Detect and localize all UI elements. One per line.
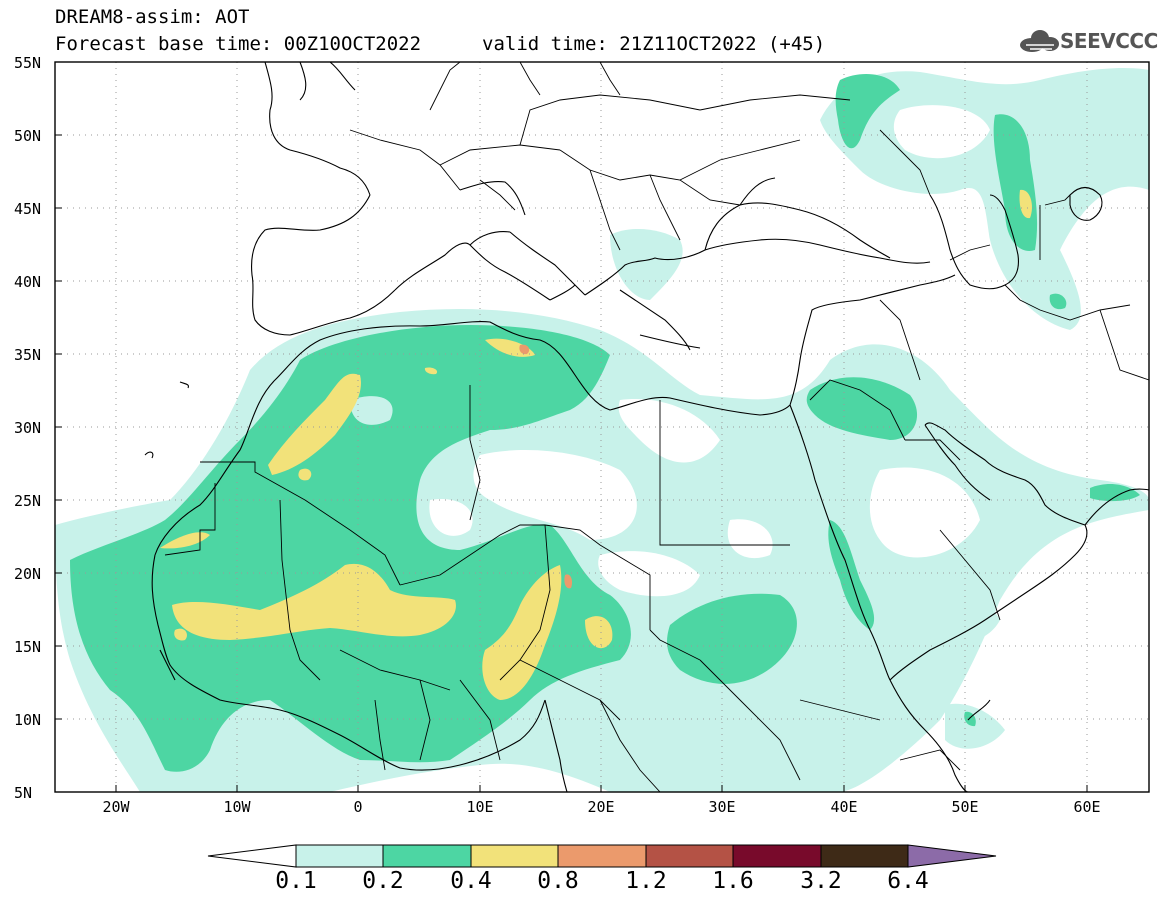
lon-label: 30E (708, 798, 736, 816)
colorbar-label: 0.4 (450, 868, 492, 894)
logo-text: SEEVCCC (1060, 29, 1158, 53)
lat-label: 30N (14, 419, 42, 437)
lat-label: 45N (14, 200, 42, 218)
colorbar-label: 0.8 (537, 868, 579, 894)
colorbar-label: 1.2 (625, 868, 667, 894)
aot-level-0.8 (519, 344, 573, 589)
aot-level-0.4 (160, 189, 1032, 700)
base-time: Forecast base time: 00Z10OCT2022 (55, 33, 422, 55)
colorbar-label: 6.4 (887, 868, 929, 894)
aot-holes (429, 105, 990, 597)
lat-label: 5N (14, 784, 33, 802)
coastlines (144, 62, 1149, 792)
colorbar-segment-1.6 (732, 844, 822, 868)
graticule (55, 62, 1149, 792)
lon-label: 50E (951, 798, 979, 816)
lon-label: 60E (1073, 798, 1101, 816)
lon-label: 40E (830, 798, 858, 816)
lat-label: 15N (14, 638, 42, 656)
colorbar-segment-above (907, 844, 997, 868)
lat-label: 55N (14, 54, 42, 72)
colorbar-label: 3.2 (800, 868, 842, 894)
lon-label: 0 (353, 798, 363, 816)
colorbar-label: 0.1 (275, 868, 317, 894)
colorbar-segment-3.2 (820, 844, 909, 868)
lat-label: 35N (14, 346, 42, 364)
colorbar-label: 0.2 (362, 868, 404, 894)
colorbar-segment-below (207, 844, 297, 868)
model-title: DREAM8-assim: AOT (55, 6, 250, 28)
borders (164, 62, 1149, 792)
lat-label: 50N (14, 127, 42, 145)
lon-label: 10E (466, 798, 494, 816)
colorbar-segment-0.1 (295, 844, 384, 868)
axis-ticks (55, 61, 1088, 793)
lon-label: 10W (223, 798, 251, 816)
colorbar-segment-1.2 (645, 844, 734, 868)
colorbar-segment-0.2 (382, 844, 472, 868)
seevccc-logo (1020, 30, 1059, 52)
lat-label: 25N (14, 492, 42, 510)
lon-label: 20W (102, 798, 130, 816)
valid-time: valid time: 21Z11OCT2022 (+45) (482, 33, 826, 55)
lat-label: 40N (14, 273, 42, 291)
colorbar (207, 844, 997, 868)
colorbar-segment-0.4 (470, 844, 559, 868)
lat-label: 20N (14, 565, 42, 583)
lon-label: 20E (587, 798, 615, 816)
lat-label: 10N (14, 711, 42, 729)
colorbar-segment-0.8 (557, 844, 647, 868)
colorbar-label: 1.6 (712, 868, 754, 894)
